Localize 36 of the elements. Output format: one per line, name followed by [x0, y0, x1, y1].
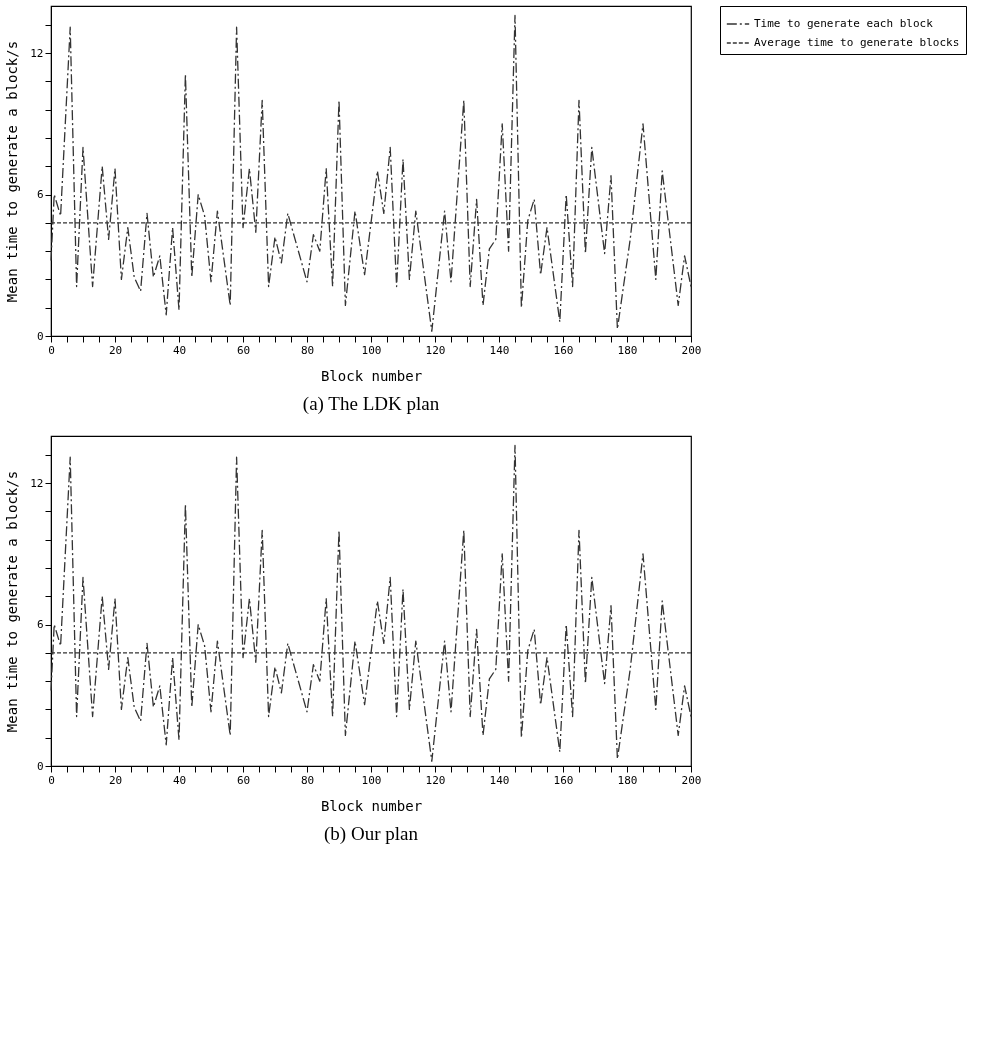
x-axis-title: Block number [320, 797, 423, 814]
y-tick-label: 0 [36, 329, 44, 343]
x-tick-label: 180 [617, 343, 638, 357]
x-tick-label: 20 [108, 343, 123, 357]
x-tick-label: 180 [617, 773, 638, 787]
x-tick-label: 80 [300, 343, 315, 357]
text: (b) Our plan [324, 823, 419, 845]
legend-label: Time to generate each block [754, 17, 934, 30]
x-tick-label: 40 [172, 343, 187, 357]
legend-label: Average time to generate blocks [754, 36, 960, 49]
y-tick-label: 6 [36, 618, 44, 632]
x-tick-label: 200 [681, 343, 702, 357]
x-tick-label: 100 [361, 773, 382, 787]
x-tick-label: 0 [48, 343, 55, 357]
x-axis-title: Block number [320, 367, 423, 384]
x-tick-label: 60 [236, 343, 251, 357]
x-tick-label: 80 [300, 773, 315, 787]
y-tick-label: 0 [36, 759, 44, 773]
y-axis-title: Mean time to generate a block/s [4, 470, 21, 733]
x-tick-label: 140 [489, 343, 510, 357]
x-tick-label: 20 [108, 773, 123, 787]
y-tick-label: 12 [30, 46, 44, 60]
x-tick-label: 120 [425, 773, 446, 787]
x-tick-label: 160 [553, 773, 574, 787]
x-tick-label: 100 [361, 343, 382, 357]
x-tick-label: 200 [681, 773, 702, 787]
y-tick-label: 6 [36, 188, 44, 202]
x-tick-label: 140 [489, 773, 510, 787]
x-tick-label: 0 [48, 773, 55, 787]
x-tick-label: 60 [236, 773, 251, 787]
x-tick-label: 120 [425, 343, 446, 357]
x-tick-label: 160 [553, 343, 574, 357]
x-tick-label: 40 [172, 773, 187, 787]
y-tick-label: 12 [30, 476, 44, 490]
y-axis-title: Mean time to generate a block/s [4, 40, 21, 303]
text: (a) The LDK plan [302, 393, 440, 415]
